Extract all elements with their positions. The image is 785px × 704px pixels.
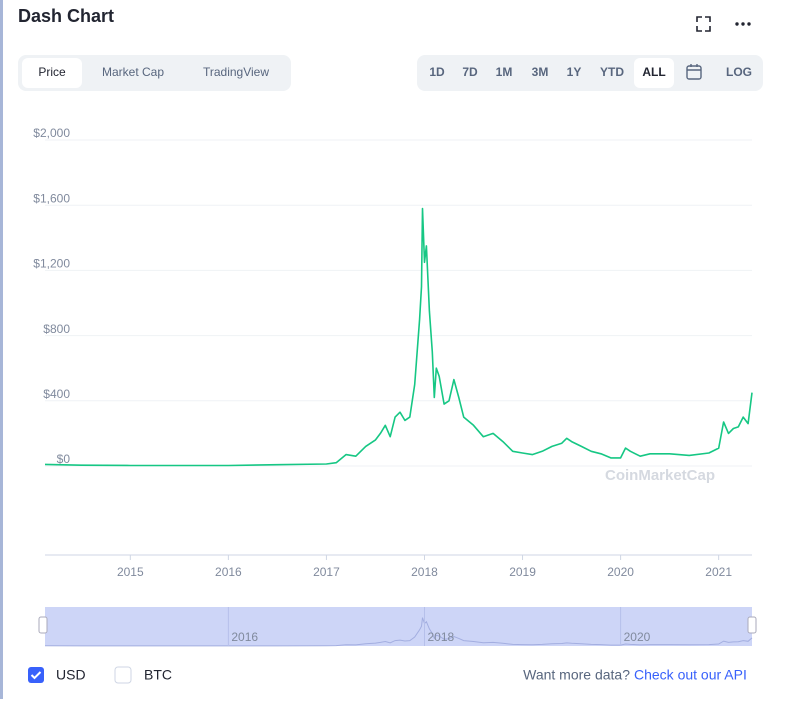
- y-tick-label: $2,000: [33, 126, 70, 140]
- tab[interactable]: Price: [38, 65, 66, 79]
- y-tick-label: $1,600: [33, 191, 70, 205]
- y-tick-label: $0: [57, 452, 71, 466]
- navigator-label: 2020: [624, 630, 651, 644]
- left-edge: [0, 0, 3, 699]
- x-tick-label: 2017: [313, 565, 340, 579]
- range-button[interactable]: ALL: [642, 65, 665, 79]
- navigator-handle[interactable]: [38, 616, 48, 634]
- active-tab: [22, 58, 82, 88]
- navigator-label: 2016: [231, 630, 258, 644]
- tab[interactable]: TradingView: [203, 65, 269, 79]
- watermark: CoinMarketCap: [605, 467, 715, 484]
- navigator-line: [44, 617, 753, 647]
- x-tick-label: 2021: [705, 565, 732, 579]
- navigator-handle[interactable]: [747, 616, 757, 634]
- currency-label[interactable]: USD: [56, 667, 86, 683]
- fullscreen-icon[interactable]: [696, 16, 711, 32]
- range-button[interactable]: 7D: [462, 65, 478, 79]
- navigator-label: 2018: [427, 630, 454, 644]
- y-tick-label: $800: [43, 322, 70, 336]
- range-bar: [417, 55, 763, 91]
- range-button[interactable]: YTD: [600, 65, 624, 79]
- x-tick-label: 2016: [215, 565, 242, 579]
- range-button[interactable]: 1D: [429, 65, 445, 79]
- active-range: [634, 58, 674, 88]
- x-tick-label: 2020: [607, 565, 634, 579]
- range-button[interactable]: 3M: [532, 65, 549, 79]
- navigator[interactable]: [45, 607, 752, 646]
- currency-label[interactable]: BTC: [144, 667, 172, 683]
- tab-bar: [18, 55, 291, 91]
- checkbox[interactable]: [114, 666, 132, 684]
- y-tick-label: $1,200: [33, 257, 70, 271]
- check-mark: [30, 671, 42, 680]
- range-button[interactable]: LOG: [726, 65, 752, 79]
- price-line: [44, 207, 753, 467]
- chart-title: Dash Chart: [18, 6, 114, 26]
- range-button[interactable]: 1M: [496, 65, 513, 79]
- api-link[interactable]: Check out our API: [634, 667, 747, 683]
- y-tick-label: $400: [43, 387, 70, 401]
- more-icon[interactable]: [735, 22, 751, 26]
- x-tick-label: 2015: [117, 565, 144, 579]
- x-tick-label: 2018: [411, 565, 438, 579]
- checkbox-checked[interactable]: [28, 667, 44, 683]
- calendar-icon[interactable]: [686, 64, 702, 80]
- tab[interactable]: Market Cap: [102, 65, 164, 79]
- range-button[interactable]: 1Y: [567, 65, 582, 79]
- x-tick-label: 2019: [509, 565, 536, 579]
- more-data-text: Want more data?: [523, 667, 630, 683]
